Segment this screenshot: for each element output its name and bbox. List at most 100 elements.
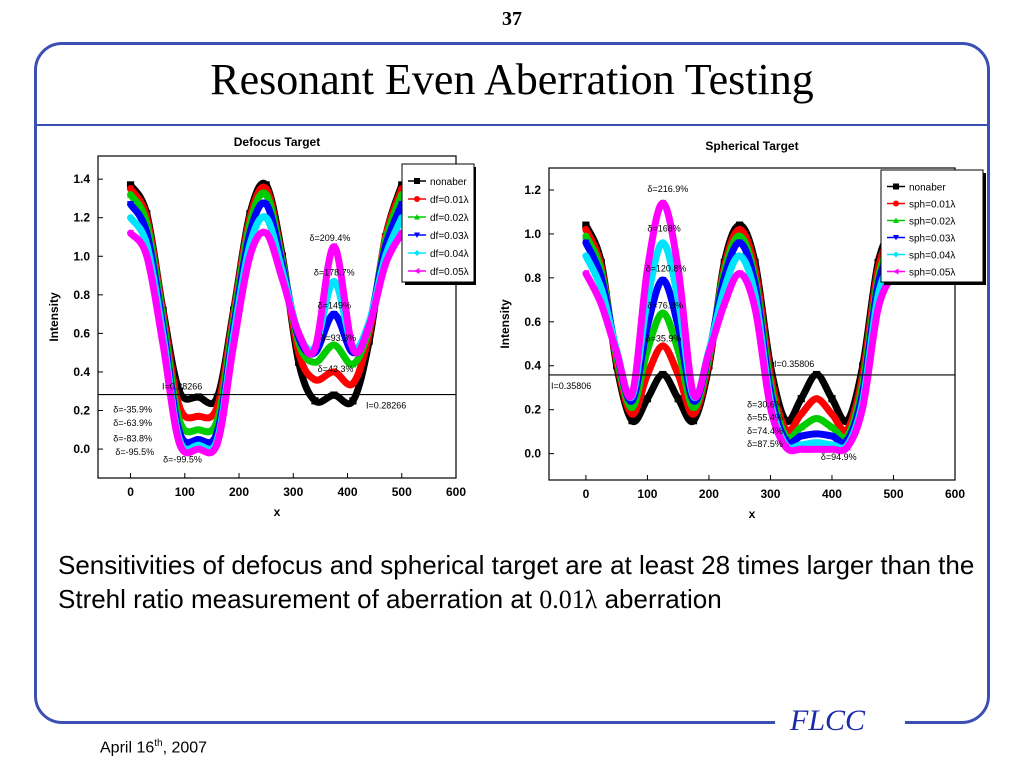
delta-annotation: δ=87.5% — [747, 439, 783, 449]
data-point — [126, 201, 135, 208]
data-point — [828, 441, 836, 449]
data-point — [628, 410, 636, 418]
legend-marker — [893, 217, 899, 224]
y-tick-label: 1.0 — [73, 249, 90, 263]
data-point — [597, 300, 605, 308]
threshold-label: I=0.28266 — [366, 401, 406, 411]
data-point — [311, 345, 319, 353]
threshold-label: I=0.28266 — [162, 382, 202, 392]
y-tick-label: 0.2 — [524, 403, 541, 417]
data-point — [582, 221, 590, 229]
data-point — [828, 395, 836, 403]
data-point — [278, 275, 286, 284]
data-point — [230, 341, 237, 349]
data-point — [797, 432, 805, 440]
x-tick-label: 100 — [637, 487, 657, 501]
delta-annotation: δ=216.9% — [647, 184, 688, 194]
data-point — [674, 395, 682, 403]
slide-frame — [34, 42, 990, 724]
delta-annotation: δ=149% — [318, 300, 351, 310]
data-point — [582, 232, 590, 240]
legend-marker — [893, 268, 899, 275]
data-point — [689, 390, 697, 398]
data-point — [582, 225, 590, 234]
threshold-label: I=0.35806 — [774, 359, 814, 369]
date-suffix: , 2007 — [162, 739, 208, 757]
data-point — [843, 417, 851, 425]
legend-label: df=0.01λ — [430, 195, 469, 206]
delta-annotation: δ=-35.9% — [113, 404, 152, 414]
data-point — [262, 190, 270, 198]
data-point — [194, 436, 202, 444]
spherical-chart: Spherical Target 0 100 200 300 400 500 600 0.0 0.… — [498, 139, 986, 521]
data-point — [246, 252, 253, 260]
data-point — [311, 358, 319, 366]
x-axis-label: x — [749, 507, 756, 521]
y-tick-label: 0.8 — [73, 288, 90, 302]
data-point — [828, 432, 836, 440]
body-tail-text: aberration — [597, 584, 722, 614]
slide-title: Resonant Even Aberration Testing — [210, 55, 814, 104]
data-point — [659, 342, 667, 350]
legend-marker — [414, 232, 420, 238]
legend-label: df=0.03λ — [430, 231, 469, 242]
legend-marker — [414, 178, 420, 184]
legend-marker — [893, 234, 899, 241]
data-point — [659, 309, 667, 317]
legend-marker — [414, 214, 420, 220]
data-point — [194, 426, 202, 433]
legend-label: sph=0.05λ — [909, 268, 955, 279]
y-tick-label: 1.2 — [524, 183, 541, 197]
data-point — [126, 185, 135, 193]
y-tick-label: 0.6 — [524, 315, 541, 329]
plot-frame — [548, 167, 956, 481]
data-point — [246, 241, 254, 249]
legend-marker — [893, 183, 899, 190]
y-axis-label: Intensity — [47, 292, 61, 342]
y-tick-label: 0.0 — [73, 442, 90, 456]
data-point — [766, 403, 774, 412]
delta-annotation: δ=93.3% — [320, 333, 356, 343]
data-point — [736, 232, 744, 240]
data-point — [349, 345, 356, 353]
delta-annotation: δ=-83.8% — [113, 433, 152, 443]
body-text: Sensitivities of defocus and spherical t… — [58, 548, 988, 617]
slide-date: April 16th, 2007 — [100, 738, 207, 757]
data-point — [365, 322, 373, 330]
y-tick-label: 1.0 — [524, 227, 541, 241]
y-axis-label: Intensity — [498, 299, 512, 349]
data-point — [659, 276, 667, 284]
data-point — [159, 341, 167, 349]
data-point — [349, 397, 357, 405]
data-point — [689, 403, 698, 411]
delta-annotation: δ=35.9% — [646, 334, 682, 344]
x-tick-label: 100 — [175, 485, 195, 499]
data-point — [782, 417, 790, 425]
data-point — [262, 201, 270, 208]
data-point — [175, 387, 183, 395]
legend-label: nonaber — [430, 177, 467, 188]
data-point — [828, 423, 836, 431]
legend-label: nonaber — [909, 183, 946, 194]
data-point — [797, 423, 805, 431]
data-point — [643, 395, 652, 403]
threshold-label: I=0.35806 — [551, 381, 591, 391]
data-point — [720, 300, 728, 308]
y-tick-label: 0.4 — [73, 365, 90, 379]
y-tick-label: 1.4 — [73, 172, 90, 186]
legend-label: sph=0.02λ — [909, 217, 955, 228]
data-point — [797, 410, 805, 418]
data-point — [797, 395, 805, 403]
legend-marker — [893, 200, 899, 207]
x-tick-label: 300 — [760, 487, 780, 501]
legend-label: df=0.05λ — [430, 267, 469, 278]
y-tick-label: 0.6 — [73, 326, 90, 340]
data-point — [330, 243, 338, 251]
legend-label: sph=0.01λ — [909, 200, 955, 211]
date-prefix: April 16 — [100, 739, 155, 757]
data-point — [859, 403, 866, 412]
body-main-text: Sensitivities of defocus and spherical t… — [58, 550, 975, 614]
legend-marker — [414, 196, 420, 202]
y-tick-label: 0.8 — [524, 271, 541, 285]
delta-annotation: δ=74.4% — [747, 426, 783, 436]
